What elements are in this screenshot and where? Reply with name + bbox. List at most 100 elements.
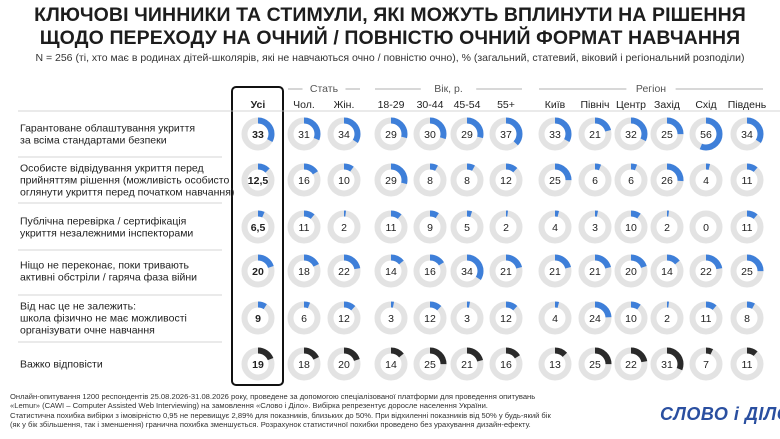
donut-arc xyxy=(413,254,447,288)
group-label: Регіон xyxy=(636,83,666,95)
value-label: 4 xyxy=(552,222,558,234)
value-label: 8 xyxy=(464,175,470,187)
donut-arc xyxy=(578,210,612,244)
donut-arc xyxy=(578,301,612,335)
value-label: 34 xyxy=(338,129,350,141)
value-label: 6 xyxy=(628,175,634,187)
value-label: 11 xyxy=(386,222,397,234)
donut-arc xyxy=(730,254,764,288)
row-label: Ніщо не переконає, поки тривають xyxy=(20,259,190,271)
value-label: 6,5 xyxy=(251,222,266,234)
donut-arc xyxy=(538,210,572,244)
value-label: 12,5 xyxy=(248,175,269,187)
value-label: 25 xyxy=(589,359,601,371)
value-label: 10 xyxy=(625,313,637,325)
row-label: Важко відповісти xyxy=(20,359,103,371)
value-label: 21 xyxy=(549,266,561,278)
donut-arc xyxy=(287,117,321,151)
value-label: 2 xyxy=(341,222,347,234)
donut-arc xyxy=(287,301,321,335)
value-label: 12 xyxy=(500,175,512,187)
value-label: 29 xyxy=(385,175,397,187)
donut-arc xyxy=(374,117,408,151)
donut-arc xyxy=(450,254,484,288)
value-label: 33 xyxy=(252,129,264,141)
donut-arc xyxy=(614,347,648,381)
row-label: активні обстріли / гаряча фаза війни xyxy=(20,272,197,284)
value-label: 21 xyxy=(589,266,601,278)
brand-logo: СЛОВО і ДІЛО xyxy=(660,404,780,424)
donut-arc xyxy=(489,163,523,197)
column-header: Захід xyxy=(654,99,680,111)
donut-arc xyxy=(730,347,764,381)
value-label: 20 xyxy=(625,266,637,278)
value-label: 14 xyxy=(385,359,397,371)
donut-arc xyxy=(689,347,723,381)
donut-arc xyxy=(241,210,275,244)
row-label: школа фізично не має можливості xyxy=(20,313,187,325)
donut-arc xyxy=(450,347,484,381)
group-label: Стать xyxy=(310,83,339,95)
value-label: 25 xyxy=(661,129,673,141)
value-label: 11 xyxy=(742,359,753,371)
donut-arc xyxy=(689,163,723,197)
donut-arc xyxy=(489,301,523,335)
donut-arc xyxy=(450,117,484,151)
donut-arc xyxy=(327,254,361,288)
value-label: 20 xyxy=(338,359,350,371)
value-label: 11 xyxy=(299,222,310,234)
chart-subtitle: N = 256 (ті, хто має в родинах дітей-шко… xyxy=(35,52,745,64)
methodology-note: Онлайн-опитування 1200 респондентів 25.0… xyxy=(10,392,650,429)
value-label: 32 xyxy=(625,129,637,141)
donut-arc xyxy=(374,163,408,197)
value-label: 16 xyxy=(424,266,436,278)
donut-arc xyxy=(374,301,408,335)
chart-title: КЛЮЧОВІ ЧИННИКИ ТА СТИМУЛИ, ЯКІ МОЖУТЬ В… xyxy=(0,4,780,50)
donut-arc xyxy=(614,210,648,244)
value-label: 31 xyxy=(298,129,310,141)
value-label: 6 xyxy=(592,175,598,187)
value-label: 22 xyxy=(338,266,350,278)
row-label: Гарантоване облаштування укриття xyxy=(20,122,195,134)
value-label: 18 xyxy=(298,266,310,278)
value-label: 12 xyxy=(500,313,512,325)
donut-arc xyxy=(413,301,447,335)
donut-arc xyxy=(413,347,447,381)
value-label: 14 xyxy=(661,266,673,278)
value-label: 8 xyxy=(427,175,433,187)
value-label: 34 xyxy=(461,266,473,278)
donut-arc xyxy=(578,117,612,151)
value-label: 10 xyxy=(338,175,350,187)
value-label: 21 xyxy=(461,359,473,371)
value-label: 12 xyxy=(424,313,436,325)
column-header: 45-54 xyxy=(454,99,481,111)
donut-arc xyxy=(614,163,648,197)
value-label: 0 xyxy=(703,222,709,234)
row-label: оглянути укриття перед початком навчання… xyxy=(20,187,234,199)
value-label: 16 xyxy=(298,175,310,187)
row-label: укриття незалежними інспекторами xyxy=(20,228,193,240)
value-label: 22 xyxy=(700,266,712,278)
all-column-frame xyxy=(231,86,284,386)
donut-arc xyxy=(650,163,684,197)
value-label: 14 xyxy=(385,266,397,278)
methodology-line-2: «Lemur» (CAWI – Computer Assisted Web In… xyxy=(10,401,488,411)
donut-arc xyxy=(730,301,764,335)
row-label: організувати очне навчання xyxy=(20,325,155,337)
donut-arc xyxy=(327,301,361,335)
donut-arc xyxy=(538,347,572,381)
donut-arc xyxy=(327,210,361,244)
value-label: 3 xyxy=(592,222,598,234)
donut-arc xyxy=(730,210,764,244)
donut-arc xyxy=(489,210,523,244)
column-header: Київ xyxy=(545,99,566,111)
donut-arc xyxy=(327,117,361,151)
methodology-line-4: (як у бік збільшення, так і зменшення) г… xyxy=(10,419,531,429)
value-label: 37 xyxy=(500,129,512,141)
donut-arc xyxy=(327,347,361,381)
column-header: Чол. xyxy=(293,99,315,111)
row-label: прийняттям рішення (можливість особисто xyxy=(20,175,229,187)
value-label: 56 xyxy=(700,129,712,141)
donut-arc xyxy=(374,210,408,244)
donut-arc xyxy=(689,254,723,288)
